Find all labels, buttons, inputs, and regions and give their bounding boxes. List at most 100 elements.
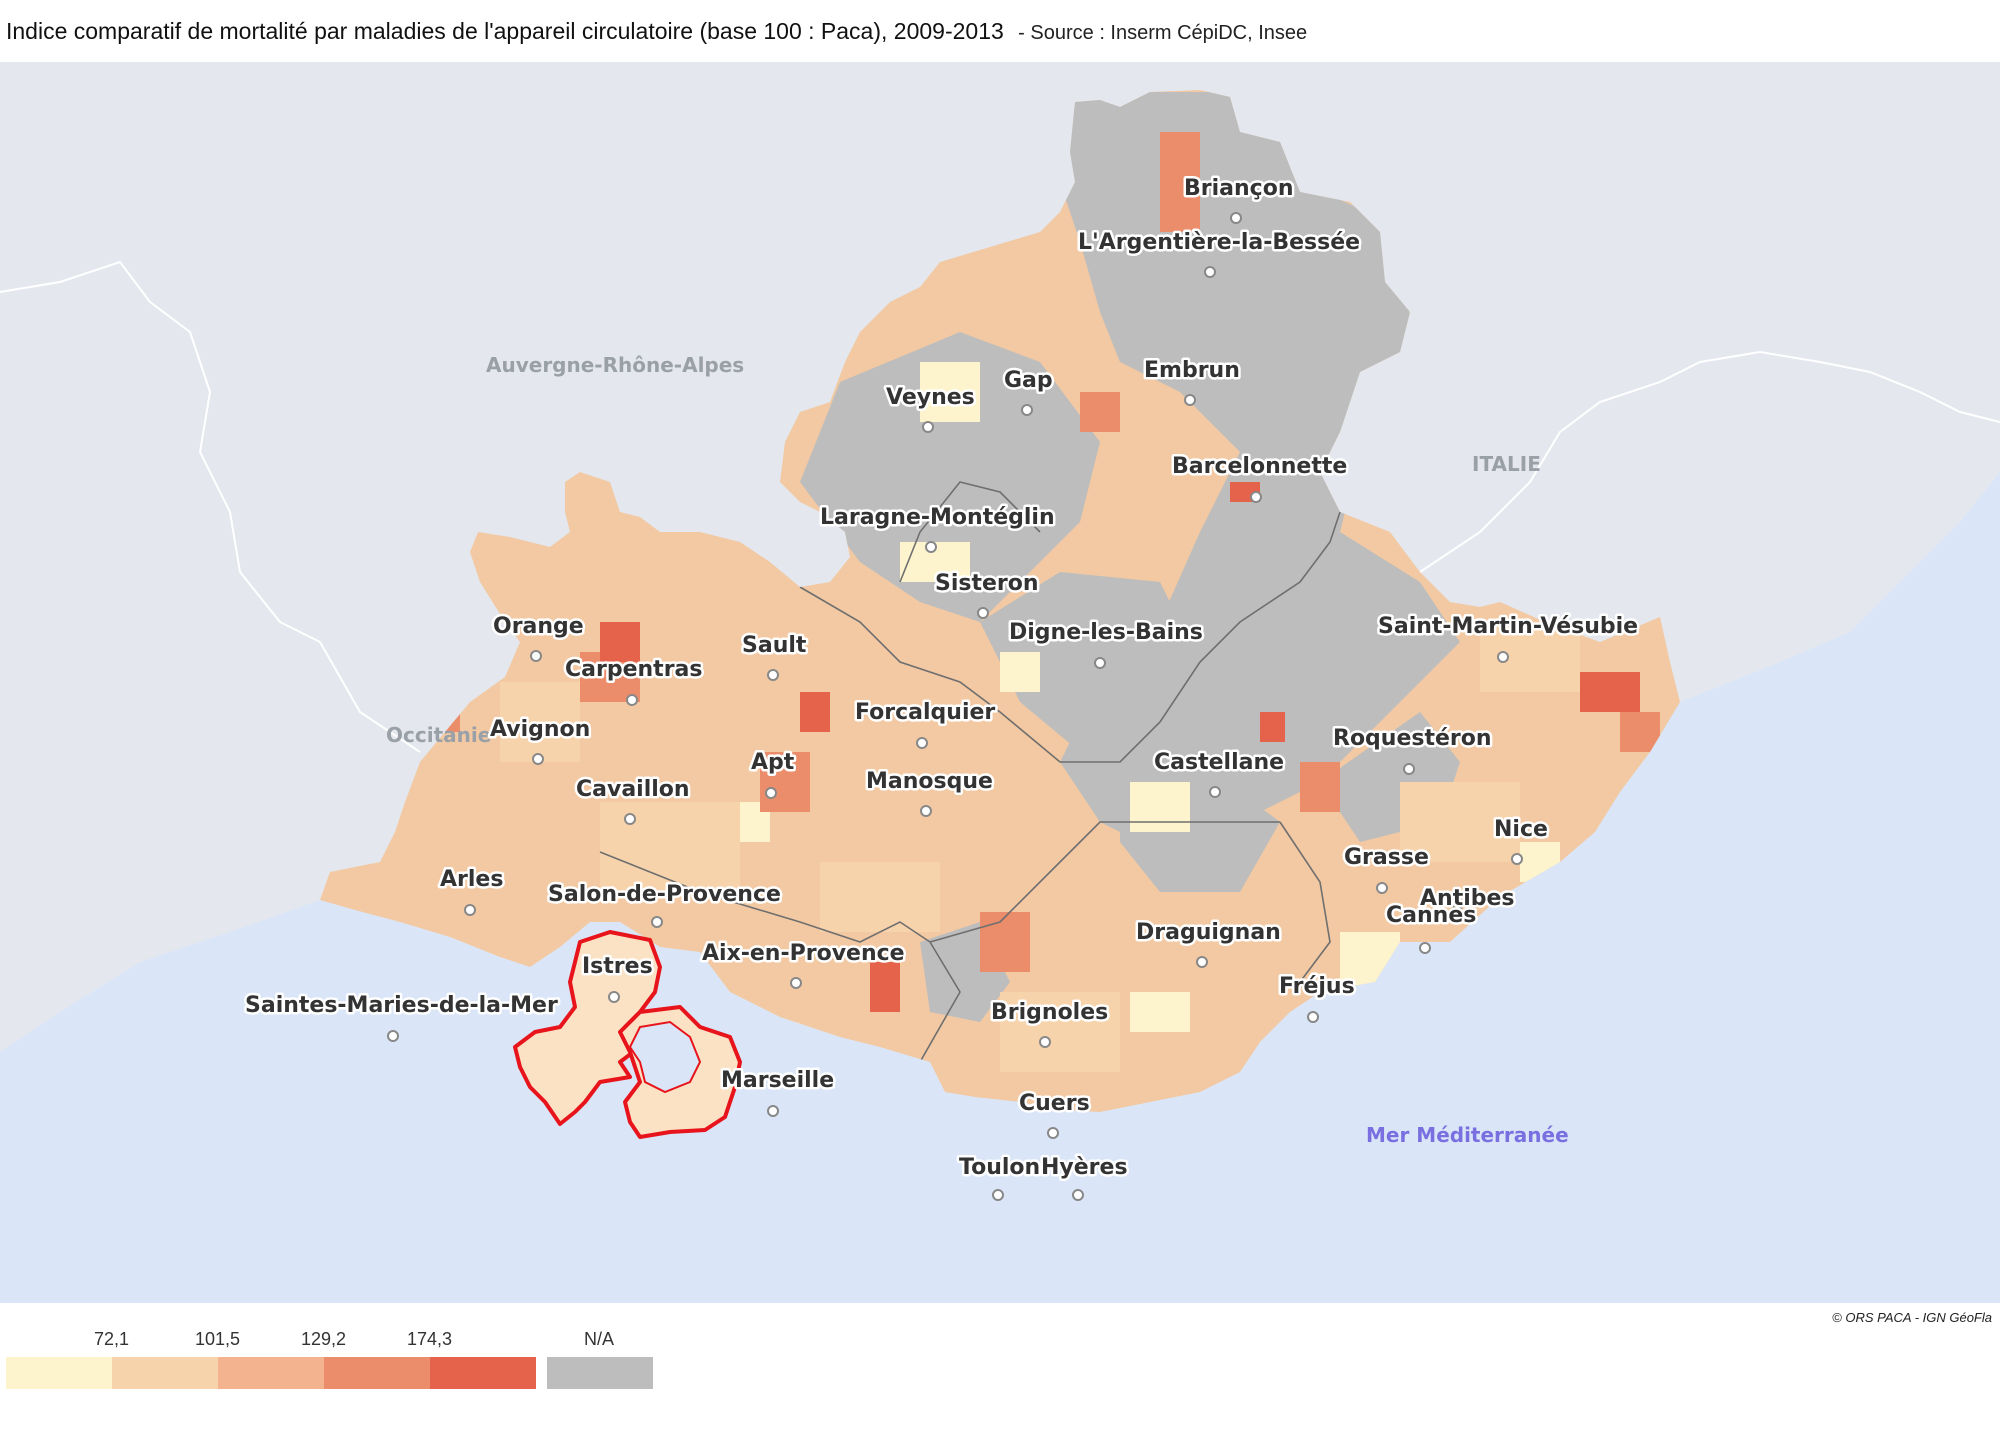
high-patch [1080, 392, 1120, 432]
city-label-grasse[interactable]: Grasse [1342, 843, 1432, 873]
city-label-embrun[interactable]: Embrun [1142, 356, 1243, 386]
marker-manosque[interactable] [920, 805, 932, 817]
surrounding-land [0, 62, 2000, 1052]
marker-sisteron[interactable] [977, 607, 989, 619]
city-label-toulon[interactable]: Toulon [957, 1153, 1043, 1183]
marker-istres[interactable] [608, 991, 620, 1003]
city-label-salon[interactable]: Salon-de-Provence [546, 880, 784, 910]
marker-castellane[interactable] [1209, 786, 1221, 798]
choropleth-map[interactable]: Auvergne-Rhône-Alpes Occitanie ITALIE Me… [0, 62, 2000, 1303]
city-label-barcelonnette[interactable]: Barcelonnette [1170, 452, 1350, 482]
marker-carpentras[interactable] [626, 694, 638, 706]
city-label-istres[interactable]: Istres [580, 952, 656, 982]
country-label-italie: ITALIE [1472, 452, 1541, 476]
marker-orange[interactable] [530, 650, 542, 662]
marker-brignoles[interactable] [1039, 1036, 1051, 1048]
marker-avignon[interactable] [532, 753, 544, 765]
marker-antibes[interactable] [1452, 898, 1464, 910]
high-patch [980, 912, 1030, 972]
city-label-roquesteron[interactable]: Roquestéron [1331, 724, 1495, 754]
marker-embrun[interactable] [1184, 394, 1196, 406]
legend-threshold-4: 174,3 [407, 1329, 453, 1349]
high-patch [1620, 712, 1660, 752]
legend-swatch-class-3[interactable] [218, 1357, 324, 1389]
city-label-cavaillon[interactable]: Cavaillon [574, 775, 693, 805]
marker-draguignan[interactable] [1196, 956, 1208, 968]
na-area-north [1060, 92, 1420, 452]
marker-gap[interactable] [1021, 404, 1033, 416]
marker-salon[interactable] [651, 916, 663, 928]
city-label-hyeres[interactable]: Hyères [1039, 1153, 1131, 1183]
city-label-nice[interactable]: Nice [1492, 815, 1551, 845]
marker-marseille[interactable] [767, 1105, 779, 1117]
city-label-castellane[interactable]: Castellane [1152, 748, 1287, 778]
legend-swatch-na[interactable] [547, 1357, 653, 1389]
marker-saint-martin[interactable] [1497, 651, 1509, 663]
marker-aix[interactable] [790, 977, 802, 989]
high-patch [1300, 762, 1340, 812]
city-label-briancon[interactable]: Briançon [1182, 174, 1296, 204]
marker-forcalquier[interactable] [916, 737, 928, 749]
marker-nice[interactable] [1511, 853, 1523, 865]
title-text: Indice comparatif de mortalité par malad… [6, 18, 1004, 44]
top-patch [870, 962, 900, 1012]
city-label-veynes[interactable]: Veynes [884, 383, 978, 413]
legend-swatch-class-5[interactable] [430, 1357, 536, 1389]
mid-patch [500, 682, 580, 762]
copyright-notice: © ORS PACA - IGN GéoFla [1832, 1310, 1992, 1325]
city-label-brignoles[interactable]: Brignoles [989, 998, 1111, 1028]
marker-argentiere[interactable] [1204, 266, 1216, 278]
city-label-sisteron[interactable]: Sisteron [933, 569, 1042, 599]
marker-cannes[interactable] [1419, 942, 1431, 954]
highlighted-territory[interactable] [513, 930, 742, 1139]
marker-frejus[interactable] [1307, 1011, 1319, 1023]
marker-grasse[interactable] [1376, 882, 1388, 894]
marker-cavaillon[interactable] [624, 813, 636, 825]
city-label-aix[interactable]: Aix-en-Provence [700, 939, 908, 969]
marker-hyeres[interactable] [1072, 1189, 1084, 1201]
marker-digne[interactable] [1094, 657, 1106, 669]
region-label-occitanie: Occitanie [386, 723, 491, 747]
legend-swatch-class-1[interactable] [6, 1357, 112, 1389]
city-label-orange[interactable]: Orange [491, 612, 587, 642]
marker-apt[interactable] [765, 787, 777, 799]
city-label-apt[interactable]: Apt [749, 748, 798, 778]
title-bar: Indice comparatif de mortalité par malad… [0, 0, 2000, 62]
marker-laragne[interactable] [925, 541, 937, 553]
city-label-sault[interactable]: Sault [740, 631, 810, 661]
city-label-arles[interactable]: Arles [438, 865, 506, 895]
city-label-digne[interactable]: Digne-les-Bains [1007, 618, 1206, 648]
city-label-cuers[interactable]: Cuers [1017, 1089, 1093, 1119]
legend-swatch-class-4[interactable] [324, 1357, 430, 1389]
city-label-laragne[interactable]: Laragne-Montéglin [818, 503, 1058, 533]
city-label-manosque[interactable]: Manosque [864, 767, 996, 797]
city-label-draguignan[interactable]: Draguignan [1134, 918, 1284, 948]
marker-barcelonnette[interactable] [1250, 491, 1262, 503]
dept-boundary [799, 511, 1341, 763]
city-label-cannes[interactable]: Cannes [1384, 901, 1479, 931]
legend-swatch-class-2[interactable] [112, 1357, 218, 1389]
city-label-saint-martin[interactable]: Saint-Martin-Vésubie [1376, 612, 1641, 642]
city-label-carpentras[interactable]: Carpentras [563, 655, 705, 685]
city-label-antibes[interactable]: Antibes [1418, 884, 1518, 914]
admin-boundary-east [1419, 350, 2000, 573]
city-label-forcalquier[interactable]: Forcalquier [853, 698, 998, 728]
marker-roquesteron[interactable] [1403, 763, 1415, 775]
marker-veynes[interactable] [922, 421, 934, 433]
city-label-saintes-maries[interactable]: Saintes-Maries-de-la-Mer [243, 991, 561, 1021]
marker-cuers[interactable] [1047, 1127, 1059, 1139]
marker-sault[interactable] [767, 669, 779, 681]
city-label-gap[interactable]: Gap [1002, 366, 1056, 396]
city-label-argentiere[interactable]: L'Argentière-la-Bessée [1076, 228, 1363, 258]
low-class-areas [720, 362, 1560, 1032]
marker-arles[interactable] [464, 904, 476, 916]
city-label-frejus[interactable]: Fréjus [1277, 972, 1358, 1002]
city-label-avignon[interactable]: Avignon [488, 715, 593, 745]
marker-toulon[interactable] [992, 1189, 1004, 1201]
legend-threshold-2: 101,5 [195, 1329, 241, 1349]
mid-patch [600, 802, 740, 892]
marker-saintes-maries[interactable] [387, 1030, 399, 1042]
marker-briancon[interactable] [1230, 212, 1242, 224]
city-label-marseille[interactable]: Marseille [719, 1066, 837, 1096]
low-patch [920, 362, 980, 422]
